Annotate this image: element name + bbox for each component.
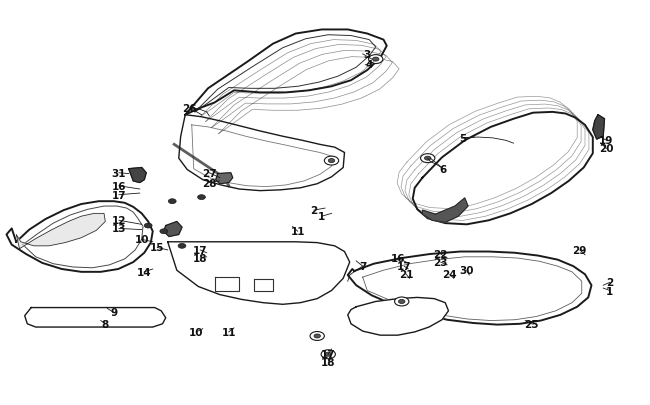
Circle shape <box>144 224 152 228</box>
Polygon shape <box>422 198 468 223</box>
Text: 3: 3 <box>363 50 371 60</box>
Text: 11: 11 <box>291 227 305 237</box>
Polygon shape <box>6 202 153 272</box>
Text: 1: 1 <box>606 286 614 296</box>
Text: 21: 21 <box>399 270 413 279</box>
Circle shape <box>421 154 435 163</box>
Circle shape <box>424 157 431 161</box>
Circle shape <box>310 332 324 341</box>
Circle shape <box>160 229 168 234</box>
Text: 15: 15 <box>150 243 164 253</box>
Polygon shape <box>168 242 350 305</box>
Polygon shape <box>593 115 605 140</box>
Text: 7: 7 <box>359 262 367 271</box>
Circle shape <box>398 300 405 304</box>
Polygon shape <box>348 298 448 335</box>
Text: 16: 16 <box>112 181 126 191</box>
Text: 17: 17 <box>321 350 335 359</box>
Text: 5: 5 <box>459 134 467 143</box>
Text: 10: 10 <box>135 235 149 245</box>
Circle shape <box>372 58 379 62</box>
Polygon shape <box>348 252 592 325</box>
Text: 27: 27 <box>202 168 216 178</box>
Text: 24: 24 <box>443 270 457 279</box>
Text: 20: 20 <box>599 144 614 154</box>
Text: 4: 4 <box>365 60 373 70</box>
Circle shape <box>314 334 320 338</box>
Circle shape <box>325 352 332 356</box>
Text: 9: 9 <box>111 308 117 318</box>
Text: 2: 2 <box>310 206 318 215</box>
Circle shape <box>178 244 186 249</box>
Text: 2: 2 <box>606 278 614 288</box>
Text: 14: 14 <box>137 267 151 277</box>
Circle shape <box>395 297 409 306</box>
Polygon shape <box>16 214 105 249</box>
Text: 23: 23 <box>434 258 448 267</box>
Circle shape <box>369 55 383 64</box>
Polygon shape <box>413 113 593 225</box>
Text: 19: 19 <box>599 136 614 146</box>
Text: 11: 11 <box>222 327 236 337</box>
Text: 1: 1 <box>318 212 326 222</box>
Polygon shape <box>25 308 166 327</box>
Circle shape <box>328 159 335 163</box>
Text: 30: 30 <box>460 266 474 275</box>
Text: 18: 18 <box>321 358 335 367</box>
Text: 6: 6 <box>439 164 447 174</box>
Polygon shape <box>216 173 233 184</box>
Text: 31: 31 <box>112 168 126 178</box>
Text: 17: 17 <box>112 190 126 200</box>
Circle shape <box>198 195 205 200</box>
Text: 10: 10 <box>189 327 203 337</box>
Text: 22: 22 <box>434 249 448 259</box>
Text: 17: 17 <box>193 245 207 255</box>
Polygon shape <box>179 115 344 191</box>
Text: 29: 29 <box>573 245 587 255</box>
Polygon shape <box>164 222 182 237</box>
Text: 25: 25 <box>525 319 539 329</box>
Text: 17: 17 <box>397 262 411 271</box>
Circle shape <box>321 350 335 359</box>
Text: 28: 28 <box>202 178 216 188</box>
Text: 8: 8 <box>101 319 109 329</box>
Circle shape <box>324 157 339 166</box>
Polygon shape <box>185 30 387 115</box>
Text: 16: 16 <box>391 254 405 263</box>
Polygon shape <box>129 168 146 183</box>
Text: 12: 12 <box>112 216 126 226</box>
Circle shape <box>168 199 176 204</box>
Text: 18: 18 <box>193 254 207 263</box>
Text: 13: 13 <box>112 224 126 234</box>
Text: 26: 26 <box>183 104 197 113</box>
